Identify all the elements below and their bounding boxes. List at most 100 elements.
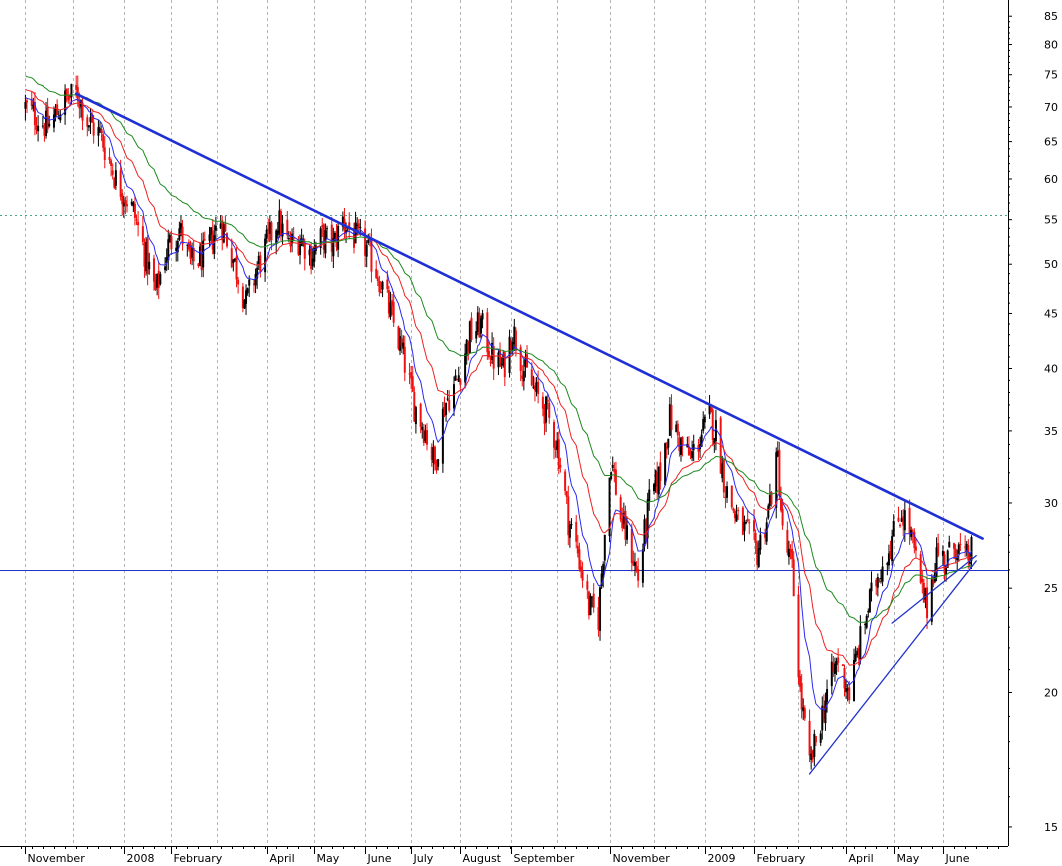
- candle-body-71: [181, 226, 184, 245]
- candle-body-32: [97, 127, 100, 136]
- candle-body-245: [568, 524, 571, 538]
- candle-body-229: [533, 385, 536, 391]
- candle-body-63: [165, 257, 168, 263]
- candle-body-67: [175, 247, 178, 251]
- candle-body-66: [170, 236, 173, 250]
- candle-body-208: [487, 350, 490, 358]
- moving-average-10: [25, 96, 972, 712]
- candle-body-49: [133, 203, 136, 219]
- x-tick-label-3: April: [270, 852, 295, 865]
- candle-body-153: [365, 245, 368, 257]
- candle-body-331: [759, 534, 762, 550]
- candle-body-129: [311, 258, 314, 267]
- candle-body-2: [30, 99, 33, 106]
- moving-average-50: [25, 75, 972, 623]
- candle-body-124: [300, 238, 303, 246]
- candle-body-382: [875, 579, 878, 587]
- candle-body-191: [448, 399, 451, 411]
- candle-body-210: [491, 342, 494, 361]
- candle-body-221: [514, 330, 517, 351]
- trendline-0: [74, 92, 984, 540]
- candle-body-231: [537, 381, 540, 394]
- candle-body-9: [45, 110, 48, 137]
- candle-body-104: [256, 267, 259, 279]
- candle-body-74: [189, 245, 192, 259]
- candle-body-298: [687, 446, 690, 456]
- candle-body-194: [456, 378, 459, 380]
- candle-body-283: [654, 470, 657, 487]
- candle-body-44: [122, 202, 125, 207]
- candle-body-184: [433, 446, 436, 465]
- candle-body-225: [524, 356, 527, 367]
- candle-body-279: [645, 519, 648, 535]
- candle-body-247: [575, 521, 578, 542]
- candle-body-370: [846, 688, 849, 691]
- candle-body-227: [530, 369, 533, 386]
- y-tick-label-14: 15: [1044, 821, 1058, 834]
- candle-body-367: [841, 664, 844, 666]
- candle-body-159: [378, 280, 381, 293]
- x-tick-label-2: February: [174, 852, 223, 865]
- candle-body-274: [633, 562, 636, 566]
- x-tick-label-14: June: [945, 852, 970, 865]
- candle-body-12: [52, 114, 55, 128]
- candle-body-177: [419, 403, 422, 428]
- candle-body-158: [376, 277, 379, 282]
- candle-body-161: [381, 281, 384, 290]
- candle-body-352: [808, 720, 811, 756]
- candle-body-36: [103, 147, 106, 161]
- candle-body-234: [545, 396, 548, 423]
- candle-body-96: [237, 279, 240, 285]
- candle-body-341: [781, 508, 784, 526]
- candle-body-46: [125, 204, 128, 207]
- candle-body-100: [246, 288, 249, 294]
- candle-body-164: [389, 302, 392, 318]
- candle-body-230: [535, 382, 538, 392]
- candle-body-415: [946, 550, 949, 568]
- candle-body-365: [835, 661, 838, 665]
- candle-body-203: [476, 312, 479, 333]
- candle-body-248: [576, 545, 579, 554]
- candle-body-282: [653, 484, 656, 492]
- candle-body-180: [424, 430, 427, 442]
- candle-body-384: [878, 580, 881, 582]
- candle-body-183: [432, 447, 435, 463]
- candle-body-10: [46, 107, 49, 130]
- candle-body-148: [354, 222, 357, 244]
- candlesticks: [24, 75, 973, 770]
- candle-body-316: [726, 486, 729, 498]
- candle-body-205: [479, 318, 482, 334]
- y-tick-label-6: 55: [1044, 214, 1058, 227]
- y-tick-label-4: 65: [1044, 136, 1058, 149]
- candle-body-361: [826, 689, 829, 702]
- candle-body-170: [402, 342, 405, 349]
- candle-body-176: [414, 407, 417, 425]
- candle-body-0: [24, 101, 27, 109]
- candle-body-387: [886, 562, 889, 565]
- candle-body-388: [887, 553, 890, 566]
- candle-body-285: [657, 466, 660, 495]
- candle-body-303: [699, 444, 702, 450]
- x-tick-label-5: June: [367, 852, 392, 865]
- candle-body-40: [113, 178, 116, 188]
- candle-body-394: [900, 518, 903, 522]
- candle-body-255: [591, 596, 594, 598]
- candle-body-240: [557, 439, 560, 469]
- candle-body-335: [768, 495, 771, 506]
- candle-body-45: [124, 200, 127, 205]
- candle-body-155: [368, 238, 371, 241]
- candle-body-322: [741, 507, 744, 535]
- candle-body-165: [391, 300, 394, 307]
- candle-body-330: [757, 548, 760, 567]
- candle-body-186: [437, 459, 440, 467]
- candle-body-329: [756, 542, 759, 565]
- candle-body-137: [330, 224, 333, 252]
- candle-body-105: [257, 255, 260, 265]
- candle-body-389: [889, 551, 892, 559]
- candle-body-57: [152, 258, 155, 282]
- candle-body-34: [100, 129, 103, 133]
- candle-body-278: [643, 519, 646, 547]
- candle-body-127: [308, 249, 311, 256]
- candle-body-324: [745, 522, 748, 524]
- candle-body-260: [602, 564, 605, 578]
